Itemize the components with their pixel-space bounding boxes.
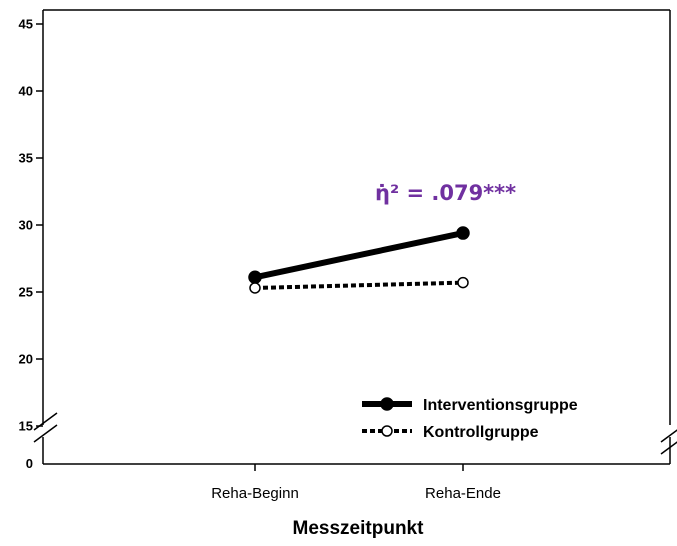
- series-2-point-2: [457, 276, 469, 289]
- legend: Interventionsgruppe Kontrollgruppe: [362, 397, 578, 441]
- x-axis-ticks: Reha-Beginn Reha-Ende: [211, 464, 501, 502]
- y-tick-label: 45: [19, 17, 33, 32]
- legend-marker-2: [381, 425, 393, 437]
- x-tick-label: Reha-Beginn: [211, 485, 299, 502]
- series-line-1: [254, 230, 464, 281]
- y-tick-label: 35: [19, 151, 33, 166]
- y-origin-label: 0: [26, 456, 33, 471]
- series-1-point-2: [456, 226, 470, 240]
- series-2-point-1: [249, 282, 261, 294]
- x-tick-label: Reha-Ende: [425, 485, 501, 502]
- axis-break-right-2: [660, 441, 677, 455]
- y-tick-label: 30: [19, 218, 33, 233]
- y-tick-label: 40: [19, 84, 33, 99]
- series-line-2: [254, 280, 464, 290]
- axis-break-marks: [33, 412, 677, 455]
- x-axis-title: Messzeitpunkt: [293, 518, 425, 539]
- series-layer: [248, 226, 470, 294]
- y-tick-label: 25: [19, 285, 33, 300]
- legend-marker-1: [380, 397, 394, 411]
- annotation-effect-size: η̇² = .079***: [375, 181, 516, 205]
- legend-label-2: Kontrollgruppe: [423, 424, 539, 441]
- axis-break-left-1: [33, 412, 58, 431]
- legend-label-1: Interventionsgruppe: [423, 397, 578, 414]
- y-axis-ticks: 15 20 25 30 35 40 45: [19, 17, 43, 434]
- series-1-point-1: [248, 270, 262, 285]
- axis-break-right-1: [660, 429, 677, 443]
- plot-frame: [42, 9, 671, 465]
- y-tick-label: 15: [19, 419, 33, 434]
- y-tick-label: 20: [19, 352, 33, 367]
- axis-break-left-2: [33, 424, 58, 443]
